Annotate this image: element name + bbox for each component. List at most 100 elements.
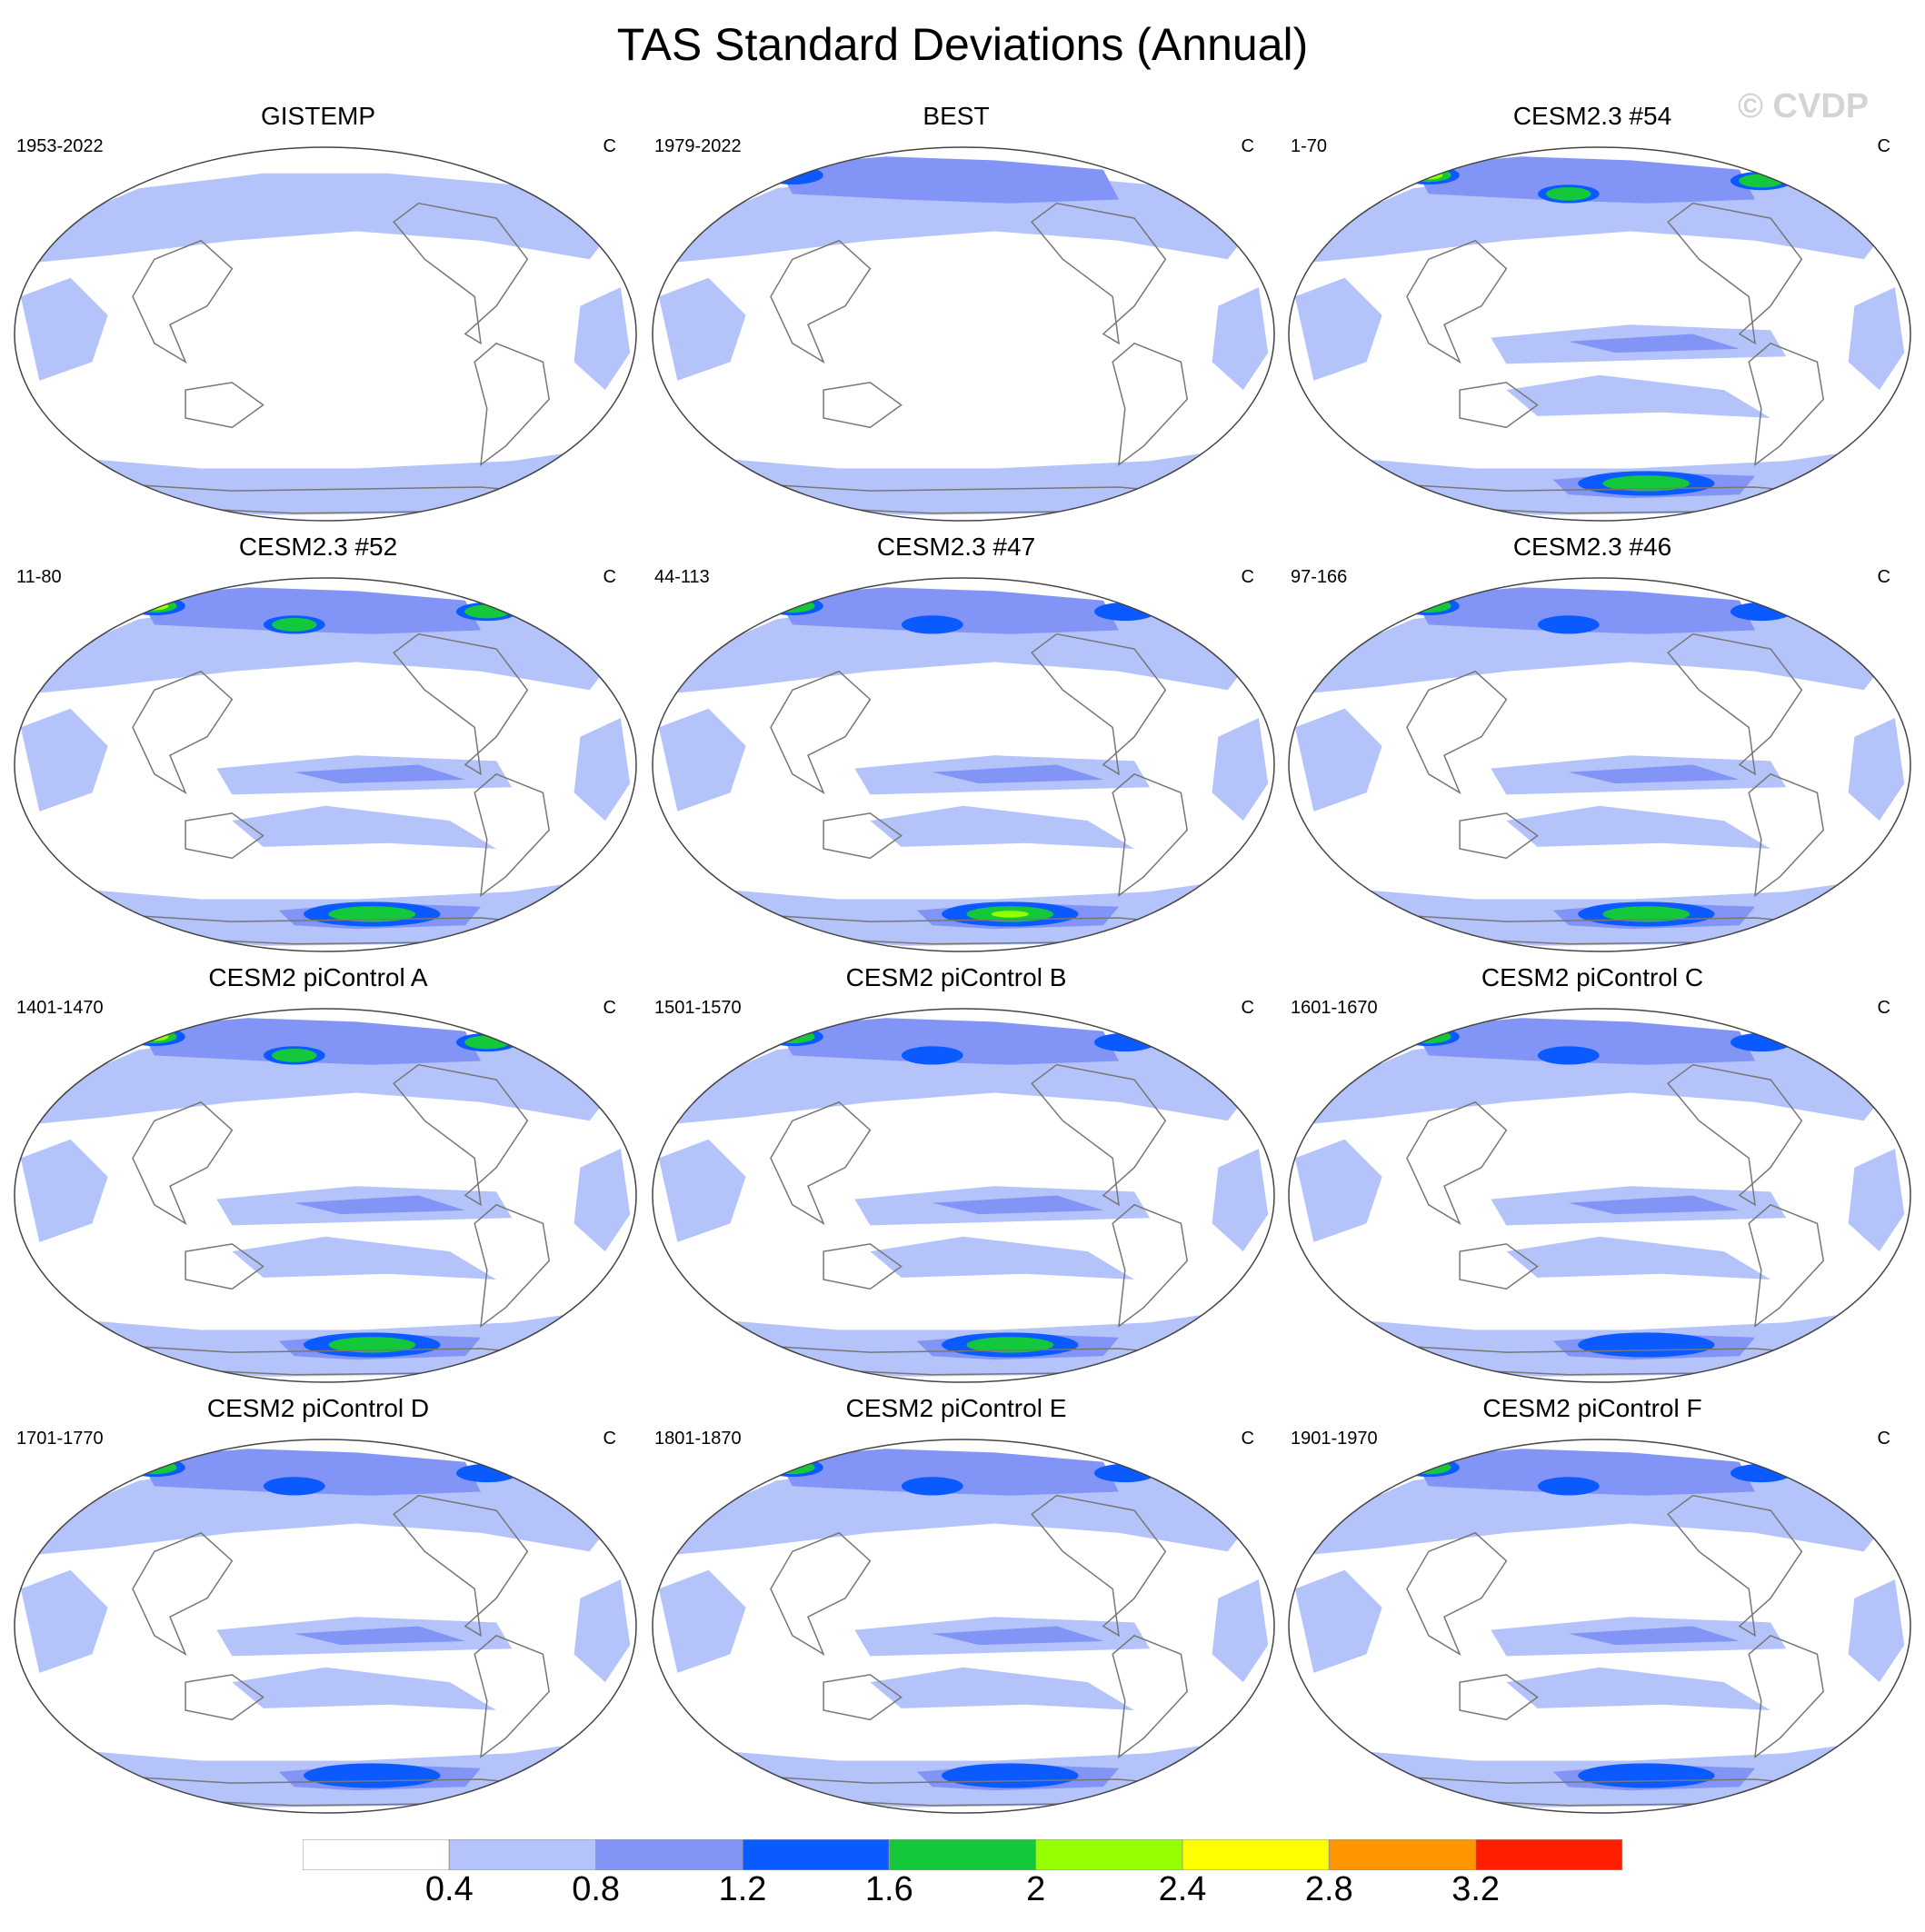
- coastline: [823, 1674, 903, 1721]
- contour-tropicalB: [232, 1667, 497, 1710]
- panel-years: 44-113: [654, 567, 710, 587]
- contour-tropicCore: [294, 1626, 465, 1646]
- coastline: [474, 1203, 551, 1329]
- map-outline: [652, 1439, 1275, 1814]
- contour-tropicalB: [1506, 374, 1771, 418]
- coastline: [1459, 1243, 1539, 1290]
- contour-tropicalB: [870, 1236, 1135, 1280]
- coastline: [1748, 1634, 1825, 1759]
- contour-northCore: [138, 1018, 482, 1065]
- contour-northCore: [776, 1449, 1119, 1496]
- robinson-map: [14, 1439, 637, 1814]
- contour-westLand: [20, 277, 108, 381]
- colorbar-swatch: [888, 1839, 1037, 1870]
- contour-northCore: [776, 587, 1119, 634]
- coastline: [823, 382, 903, 429]
- panel-years: 1801-1870: [654, 1429, 742, 1449]
- panel-title: BEST: [923, 102, 990, 130]
- coastline: [1667, 1494, 1803, 1638]
- colorbar-swatch: [742, 1839, 890, 1870]
- coastline: [1406, 239, 1508, 364]
- panel-title: CESM2 piControl A: [208, 963, 428, 991]
- contour-westLand: [658, 708, 746, 812]
- map-panel: CESM2.3 #46 97-166 C: [1274, 533, 1911, 961]
- coastline: [1406, 1100, 1508, 1226]
- coastline: [1112, 772, 1189, 898]
- hotspot-core: [901, 1046, 963, 1065]
- contour-southBand: [683, 449, 1228, 515]
- contour-tropicCore: [1568, 334, 1740, 354]
- coastline: [1112, 1634, 1189, 1759]
- contour-tropicCore: [294, 764, 465, 784]
- colorbar: [303, 1839, 1622, 1870]
- contour-eastLand: [1212, 1579, 1269, 1683]
- colorbar-labels: 0.4 0.8 1.2 1.6 2 2.4 2.8 3.2: [0, 1870, 1925, 1916]
- robinson-map: [652, 1439, 1275, 1814]
- contour-northCore: [138, 1449, 482, 1496]
- map-outline: [652, 577, 1275, 952]
- map-panel: CESM2 piControl B 1501-1570 C: [638, 963, 1275, 1392]
- contour-eastLand: [574, 1149, 631, 1252]
- map-outline: [1288, 1008, 1911, 1383]
- panel-title: CESM2.3 #47: [876, 533, 1036, 561]
- hotspot-core: [1546, 186, 1591, 201]
- hotspot-core: [263, 1477, 325, 1496]
- panel-years: 1979-2022: [654, 136, 742, 156]
- antarctic-core: [328, 906, 416, 922]
- robinson-map: [652, 1008, 1275, 1383]
- map-panel: GISTEMP 1953-2022 C: [0, 102, 637, 531]
- contour-tropicalB: [870, 1667, 1135, 1710]
- contour-westLand: [658, 1569, 746, 1673]
- coastline: [1748, 1203, 1825, 1329]
- contour-westLand: [1294, 708, 1382, 812]
- robinson-map: [1288, 1439, 1911, 1814]
- panel-units: C: [603, 567, 616, 587]
- panel-years: 1501-1570: [654, 998, 742, 1018]
- panel-title: GISTEMP: [260, 102, 375, 130]
- hotspot-core: [132, 1460, 177, 1475]
- contour-eastLand: [1212, 718, 1269, 822]
- contour-eastLand: [1212, 1149, 1269, 1252]
- figure-title: TAS Standard Deviations (Annual): [616, 19, 1309, 70]
- map-panel: CESM2.3 #52 11-80 C: [0, 533, 637, 961]
- panel-years: 1401-1470: [16, 998, 104, 1018]
- panel-units: C: [1241, 1429, 1254, 1449]
- antarctic-core: [942, 1763, 1079, 1788]
- colorbar-tick-label: 0.8: [572, 1870, 621, 1908]
- contour-tropicCore: [294, 1195, 465, 1215]
- contour-southBand: [45, 449, 590, 515]
- robinson-map: [652, 146, 1275, 522]
- hotspot-core: [132, 1030, 177, 1044]
- coastline: [393, 1063, 529, 1207]
- contour-westLand: [1294, 1569, 1382, 1673]
- colorbar-swatch: [1328, 1839, 1477, 1870]
- panel-units: C: [1877, 998, 1890, 1018]
- contour-tropicCore: [1568, 1195, 1740, 1215]
- map-panel: CESM2.3 #54 1-70 C: [1274, 102, 1911, 531]
- contour-northCore: [776, 156, 1119, 204]
- hotspot-core: [770, 599, 815, 613]
- coastline: [185, 1674, 264, 1721]
- colorbar-swatch: [1035, 1839, 1183, 1870]
- hotspot-core: [272, 617, 317, 632]
- colorbar-tick-label: 1.2: [718, 1870, 767, 1908]
- hotspot-core: [1406, 1030, 1451, 1044]
- panel-title: CESM2 piControl B: [845, 963, 1067, 991]
- colorbar-tick-label: 1.6: [864, 1870, 913, 1908]
- colorbar-swatch: [595, 1839, 743, 1870]
- panel-years: 1701-1770: [16, 1429, 104, 1449]
- panel-title: CESM2 piControl C: [1481, 963, 1704, 991]
- hotspot-core: [901, 1477, 963, 1496]
- coastline: [132, 1100, 234, 1226]
- coastline: [1459, 1674, 1539, 1721]
- robinson-map: [1288, 1008, 1911, 1383]
- panel-units: C: [1877, 1429, 1890, 1449]
- hotspot-core: [1406, 599, 1451, 613]
- map-panel: CESM2 piControl F 1901-1970 C: [1274, 1394, 1911, 1823]
- coastline: [770, 670, 872, 795]
- hotspot-core: [132, 599, 177, 613]
- coastline: [1667, 632, 1803, 776]
- hotspot-core: [1406, 168, 1451, 183]
- coastline: [1031, 202, 1167, 345]
- hotspot-core: [272, 1048, 317, 1062]
